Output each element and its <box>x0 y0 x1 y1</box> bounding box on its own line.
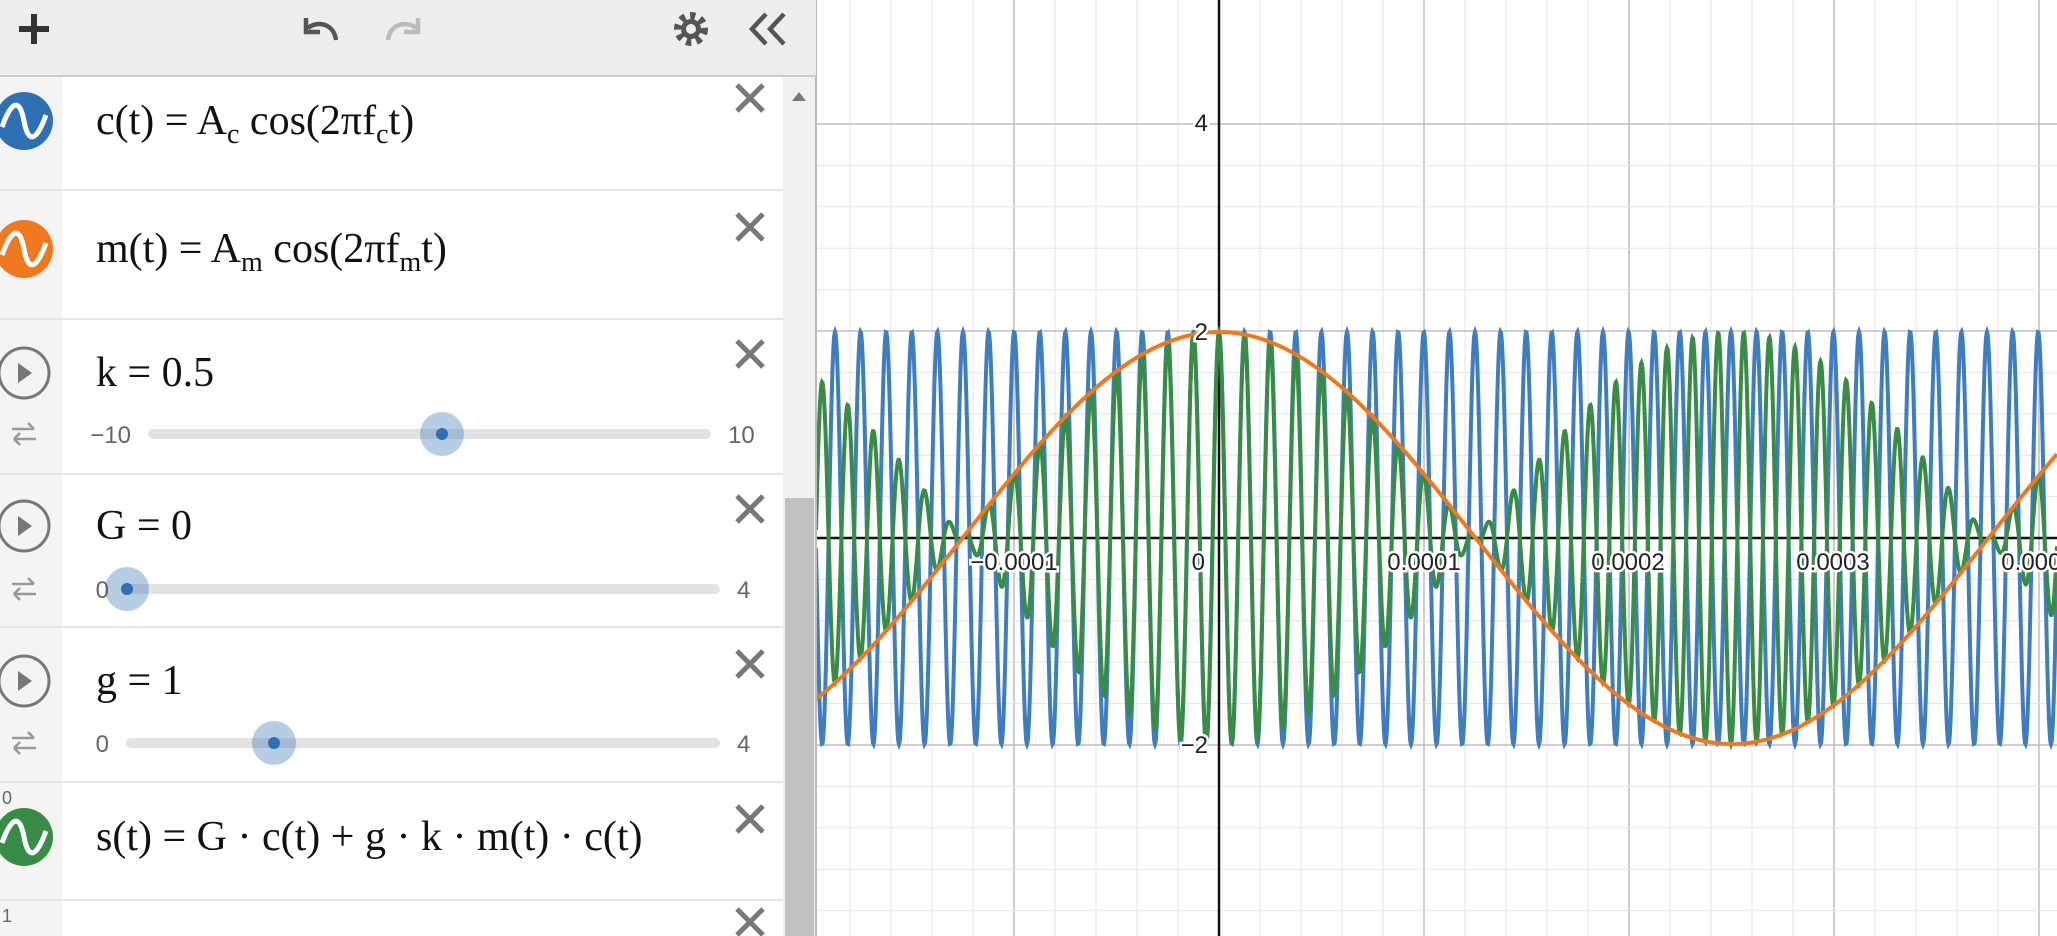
slider-max: 10 <box>728 422 755 449</box>
delete-button[interactable] <box>735 907 765 936</box>
x-tick-label: 0.0003 <box>1796 549 1869 576</box>
expression-part: s(t) = G · c(t) + g · k · m(t) · c(t) <box>96 814 643 860</box>
play-icon <box>18 363 32 383</box>
scroll-up[interactable] <box>792 92 806 101</box>
play-button[interactable] <box>0 499 51 553</box>
delete-button[interactable] <box>735 83 765 113</box>
delete-button[interactable] <box>735 494 765 524</box>
line-number: 1 <box>2 906 12 926</box>
scroll-thumb[interactable] <box>785 498 814 936</box>
undo-button[interactable] <box>303 18 339 41</box>
x-tick-label: 0.0001 <box>1387 549 1460 576</box>
expression: s(t) = G · c(t) + g · k · m(t) · c(t) <box>96 814 643 860</box>
origin-label: 0 <box>1192 549 1205 576</box>
slider-max: 4 <box>737 731 750 758</box>
expression: c(t) = Ac cos(2πfct) <box>96 98 414 150</box>
graph-bg <box>816 0 2057 936</box>
wave-icon <box>0 818 49 856</box>
expression-part: t) <box>421 226 447 272</box>
redo-button[interactable] <box>385 18 421 41</box>
expression: m(t) = Am cos(2πfmt) <box>96 226 447 278</box>
x-tick-label: 0.0002 <box>1591 549 1664 576</box>
slider-min: 0 <box>96 731 109 758</box>
wave-icon <box>0 230 49 268</box>
subscript: c <box>227 119 239 150</box>
line-number: 0 <box>2 788 12 808</box>
expression-part: t) <box>389 98 415 144</box>
signal-curve <box>816 325 2057 751</box>
y-tick-label: 2 <box>1195 319 1208 346</box>
settings-button[interactable] <box>674 12 708 46</box>
subscript: m <box>399 247 421 278</box>
expression-part: cos(2πf <box>263 226 400 272</box>
slider-min: 0 <box>96 577 109 604</box>
play-icon <box>18 671 32 691</box>
slider-expression: G = 0 <box>96 503 192 549</box>
loop-icon[interactable] <box>12 731 36 755</box>
slider-expression: g = 1 <box>96 658 183 704</box>
slider-thumb[interactable] <box>436 428 448 440</box>
expression-panel <box>0 0 816 936</box>
play-icon <box>18 516 32 536</box>
delete-button[interactable] <box>735 339 765 369</box>
add-button[interactable] <box>19 14 49 44</box>
delete-button[interactable] <box>735 212 765 242</box>
delete-button[interactable] <box>735 649 765 679</box>
subscript: c <box>376 119 388 150</box>
wave-icon <box>0 102 49 140</box>
play-button[interactable] <box>0 346 51 400</box>
loop-icon[interactable] <box>12 422 36 446</box>
delete-button[interactable] <box>735 804 765 834</box>
subscript: m <box>241 247 263 278</box>
message-curve <box>816 330 2057 746</box>
slider-thumb[interactable] <box>121 583 133 595</box>
collapse-button[interactable] <box>748 12 786 46</box>
expression-part: m(t) = A <box>96 226 242 272</box>
carrier-curve <box>816 325 2057 751</box>
play-button[interactable] <box>0 654 51 708</box>
slider-expression: k = 0.5 <box>96 350 214 396</box>
slider-thumb[interactable] <box>268 737 280 749</box>
x-tick-label: 0.0004 <box>2001 549 2057 576</box>
slider-max: 4 <box>737 577 750 604</box>
loop-icon[interactable] <box>12 577 36 601</box>
x-tick-label: −0.0001 <box>970 549 1057 576</box>
expression-part: c(t) = A <box>96 98 228 144</box>
slider-min: −10 <box>90 422 131 449</box>
expression-part: cos(2πf <box>239 98 376 144</box>
y-tick-label: 4 <box>1195 110 1208 137</box>
y-tick-label: −2 <box>1181 732 1208 759</box>
